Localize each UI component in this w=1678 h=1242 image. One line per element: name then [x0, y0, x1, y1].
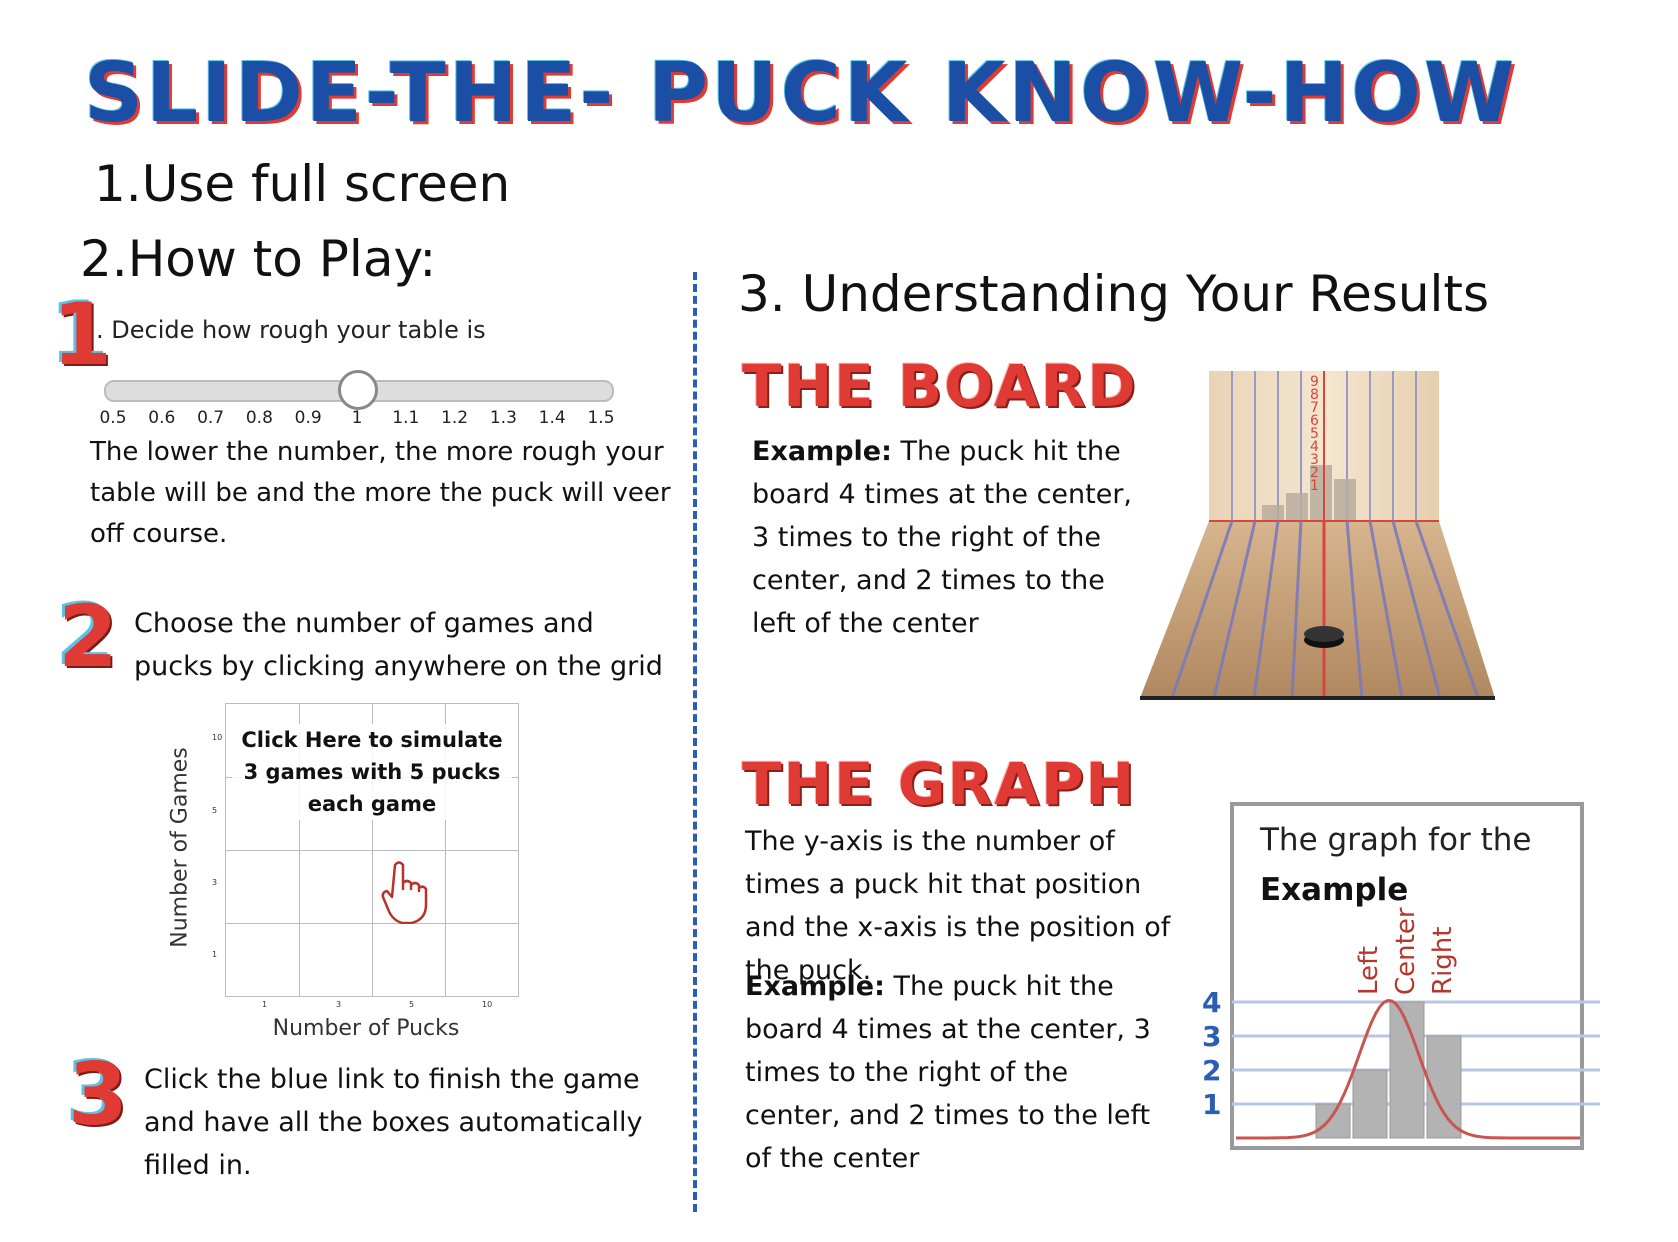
grid-x-tick: 1	[262, 1000, 268, 1009]
board-counter-digit: 5	[1310, 426, 1319, 442]
graph-heading: THE GRAPH	[742, 750, 1137, 818]
board-counter-digit: 4	[1310, 439, 1319, 455]
board-heading: THE BOARD	[742, 352, 1138, 420]
slider-tick-label: 1.4	[538, 408, 566, 428]
grid-y-label: Number of Games	[167, 747, 193, 948]
graph-y-tick: 4	[1202, 986, 1221, 1019]
board-counter-digit: 8	[1310, 387, 1319, 403]
graph-example-label: Example:	[745, 971, 885, 1002]
graph-bar	[1426, 1035, 1462, 1139]
slider-tick-label: 0.6	[148, 408, 176, 428]
graph-bar	[1315, 1103, 1351, 1139]
step-1-heading: 1.Use full screen	[94, 155, 511, 213]
grid-y-tick: 10	[212, 733, 223, 742]
slider-tick-label: 0.9	[294, 408, 322, 428]
slider-tick-label: 1.1	[392, 408, 420, 428]
games-pucks-grid[interactable]: Click Here to simulate 3 games with 5 pu…	[225, 703, 519, 997]
board-counter-digit: 1	[1310, 478, 1319, 494]
graph-curve	[1236, 998, 1580, 1140]
page-title: SLIDE-THE- PUCK KNOW-HOW	[84, 46, 1518, 141]
grid-y-tick: 5	[212, 806, 218, 815]
graph-y-tick: 1	[1202, 1088, 1221, 1121]
board-example: Example: The puck hit the board 4 times …	[752, 430, 1152, 645]
item-2-number: 2	[58, 587, 118, 687]
graph-example-text: The puck hit the board 4 times at the ce…	[745, 971, 1151, 1174]
graph-explanation: The y-axis is the number of times a puck…	[745, 826, 1171, 986]
board-counter-digit: 6	[1310, 413, 1319, 429]
board-example-text: The puck hit the board 4 times at the ce…	[752, 436, 1133, 639]
item-3-description: Click the blue link to finish the game a…	[144, 1064, 643, 1181]
graph-title-line1: The graph for the	[1260, 822, 1532, 858]
slider-tick-label: 1.2	[441, 408, 469, 428]
step-2-heading: 2.How to Play:	[80, 230, 437, 288]
graph-position-label: Left	[1354, 946, 1384, 995]
slider-tick-label: 1.5	[587, 408, 615, 428]
slider-tick-label: 0.5	[99, 408, 127, 428]
step-3-heading: 3. Understanding Your Results	[738, 265, 1490, 323]
graph-example: Example: The puck hit the board 4 times …	[745, 965, 1165, 1180]
grid-x-tick: 10	[482, 1000, 493, 1009]
board-counter-digit: 2	[1310, 465, 1319, 481]
graph-title-line2: Example	[1260, 872, 1409, 908]
slider-prompt: . Decide how rough your table is	[96, 316, 486, 344]
graph-y-tick: 2	[1202, 1054, 1221, 1087]
roughness-slider-knob[interactable]	[338, 370, 378, 410]
board-example-label: Example:	[752, 436, 892, 467]
slider-tick-label: 0.8	[245, 408, 273, 428]
graph-position-label: Center	[1391, 907, 1421, 995]
item-1-description: The lower the number, the more rough you…	[90, 437, 671, 549]
grid-x-tick: 5	[409, 1000, 415, 1009]
section-divider	[693, 272, 697, 1212]
graph-bar	[1352, 1069, 1388, 1139]
grid-x-label: Number of Pucks	[272, 1016, 460, 1041]
slider-tick-label: 0.7	[197, 408, 225, 428]
grid-y-tick: 3	[212, 878, 218, 887]
pointer-hand-icon	[381, 861, 428, 924]
board-counter-digit: 3	[1310, 452, 1319, 468]
grid-x-tick: 3	[336, 1000, 342, 1009]
board-counter-digit: 7	[1310, 400, 1319, 416]
graph-position-label: Right	[1428, 927, 1458, 995]
grid-callout: Click Here to simulate 3 games with 5 pu…	[232, 724, 512, 820]
item-3-number: 3	[68, 1045, 128, 1145]
grid-y-tick: 1	[212, 950, 218, 959]
board-counter-digit: 9	[1310, 374, 1319, 390]
item-2-description: Choose the number of games and pucks by …	[134, 608, 663, 682]
slider-tick-label: 1.3	[489, 408, 517, 428]
slider-tick-label: 1	[351, 408, 363, 428]
item-1-number: 1	[52, 285, 112, 385]
graph-y-tick: 3	[1202, 1020, 1221, 1053]
